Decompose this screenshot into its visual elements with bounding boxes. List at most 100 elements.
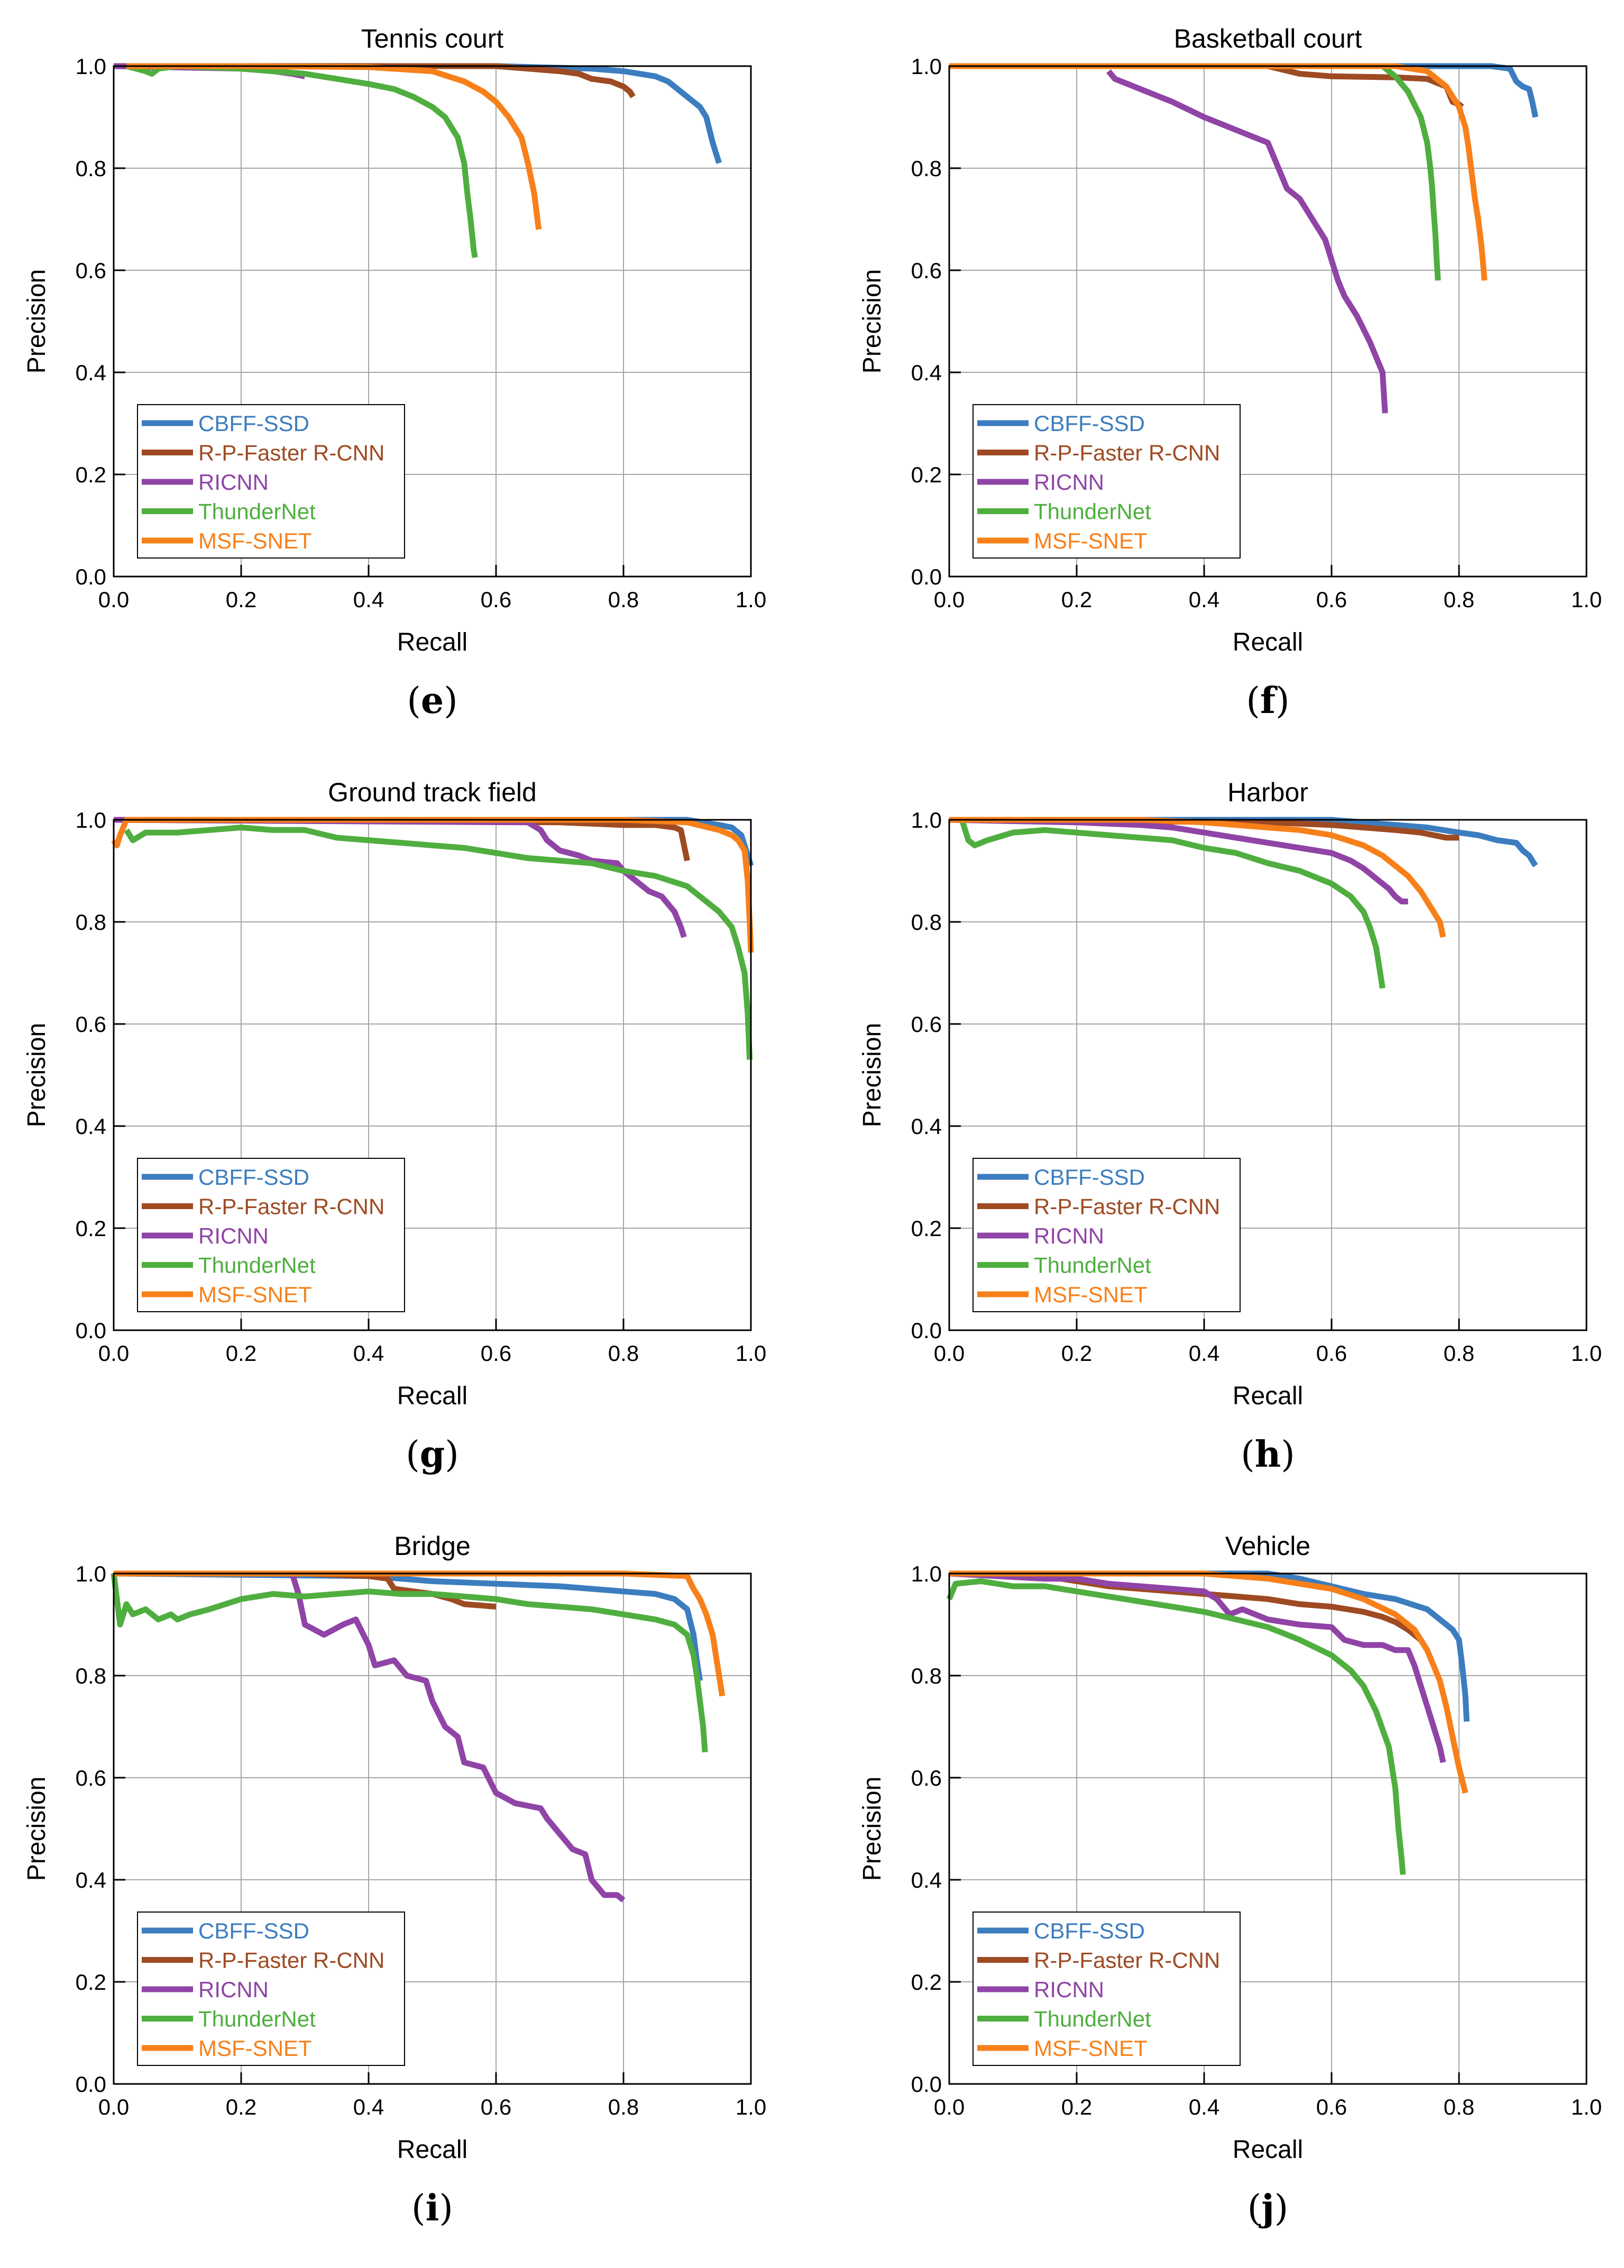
chart-panel-j: 0.0 0.2 0.4 0.6 0.8 1.0 0.0 0.2 0.4 0.6 0.8 1.0 Vehi… xyxy=(858,1531,1602,2164)
x-axis-label: Recall xyxy=(397,1382,467,1410)
x-tick-label: 1.0 xyxy=(1571,587,1602,612)
legend-label: ThunderNet xyxy=(1034,499,1151,524)
x-tick-label: 0.8 xyxy=(1444,2095,1474,2119)
chart-panel-g: 0.0 0.2 0.4 0.6 0.8 1.0 0.0 0.2 0.4 0.6 0.8 1.0 Grou… xyxy=(23,778,766,1410)
legend-label: RICNN xyxy=(198,1223,269,1248)
legend-label: MSF-SNET xyxy=(1034,2036,1148,2061)
y-tick-label: 0.2 xyxy=(911,1970,942,1995)
x-tick-label: 1.0 xyxy=(1571,2095,1602,2119)
legend-label: ThunderNet xyxy=(198,1253,316,1278)
x-tick-label: 0.4 xyxy=(353,1341,384,1366)
y-tick-label: 0.8 xyxy=(76,156,106,181)
plot-frame xyxy=(948,819,1588,1331)
y-tick-label: 0.4 xyxy=(76,1114,106,1139)
series-line-ricnn xyxy=(949,817,1408,904)
series-line-r-p-faster-r-cnn xyxy=(114,1570,497,1610)
x-tick-label: 0.2 xyxy=(1061,587,1092,612)
legend-label: ThunderNet xyxy=(198,499,316,524)
x-tick-label: 0.8 xyxy=(608,2095,639,2119)
series-line-msf-snet xyxy=(949,63,1488,281)
x-tick-label: 1.0 xyxy=(736,1341,766,1366)
x-tick-label: 0.6 xyxy=(1316,1341,1347,1366)
caption-letter: f xyxy=(1260,680,1276,722)
series-line-ricnn xyxy=(949,1570,1446,1763)
legend: CBFF-SSD R-P-Faster R-CNN RICNN ThunderNet M… xyxy=(137,1912,405,2066)
y-tick-label: 0.6 xyxy=(911,1012,942,1037)
legend-label: MSF-SNET xyxy=(1034,1282,1148,1307)
y-tick-label: 0.4 xyxy=(76,1868,106,1892)
legend: CBFF-SSD R-P-Faster R-CNN RICNN ThunderNet M… xyxy=(972,404,1241,559)
x-tick-label: 0.0 xyxy=(98,2095,129,2119)
plot-frame xyxy=(948,65,1588,578)
x-tick-label: 0.0 xyxy=(934,587,965,612)
y-axis-label: Precision xyxy=(858,1023,886,1127)
y-tick-label: 0.6 xyxy=(76,258,106,283)
x-tick-label: 0.0 xyxy=(934,1341,965,1366)
grid-lines xyxy=(949,820,1586,1330)
chart-panel-e: 0.0 0.2 0.4 0.6 0.8 1.0 0.0 0.2 0.4 0.6 0.8 1.0 Tenn… xyxy=(23,24,766,656)
y-tick-label: 0.8 xyxy=(911,156,942,181)
y-axis-label: Precision xyxy=(858,1777,886,1881)
series-line-cbff-ssd xyxy=(949,1570,1470,1722)
x-tick-label: 0.2 xyxy=(226,2095,256,2119)
series-line-thundernet xyxy=(125,63,478,258)
legend-label: ThunderNet xyxy=(1034,2007,1151,2032)
caption-paren-open: ( xyxy=(407,680,421,722)
caption-letter: i xyxy=(425,2187,439,2229)
y-tick-label: 1.0 xyxy=(911,1561,942,1586)
series-line-r-p-faster-r-cnn xyxy=(114,63,636,98)
y-tick-label: 0.2 xyxy=(76,462,106,487)
plot-frame xyxy=(113,1572,752,2085)
caption-letter: h xyxy=(1254,1433,1281,1476)
caption-paren-open: ( xyxy=(1247,2188,1262,2229)
caption-paren-close: ) xyxy=(439,2188,453,2229)
y-tick-label: 1.0 xyxy=(76,1561,106,1586)
y-tick-label: 0.0 xyxy=(911,1318,942,1343)
x-tick-label: 0.0 xyxy=(98,587,129,612)
legend-label: MSF-SNET xyxy=(198,528,312,553)
series-line-msf-snet xyxy=(126,63,542,230)
x-tick-label: 0.6 xyxy=(481,2095,511,2119)
series-line-msf-snet xyxy=(949,817,1446,938)
x-tick-label: 0.8 xyxy=(1444,587,1474,612)
chart-panel-i: 0.0 0.2 0.4 0.6 0.8 1.0 0.0 0.2 0.4 0.6 0.8 1.0 Brid… xyxy=(23,1531,766,2164)
x-tick-label: 0.0 xyxy=(934,2095,965,2119)
x-tick-label: 0.2 xyxy=(226,1341,256,1366)
caption-letter: g xyxy=(419,1433,445,1476)
legend-label: R-P-Faster R-CNN xyxy=(198,1948,384,1973)
x-tick-label: 1.0 xyxy=(736,587,766,612)
panel-caption: (f) xyxy=(1189,680,1347,722)
caption-paren-close: ) xyxy=(1274,2188,1289,2229)
x-tick-label: 0.8 xyxy=(608,587,639,612)
plot-frame xyxy=(113,65,752,578)
y-tick-label: 0.2 xyxy=(911,462,942,487)
panel-caption: (i) xyxy=(353,2187,512,2229)
caption-paren-close: ) xyxy=(1281,1434,1295,1476)
chart-title: Ground track field xyxy=(328,778,537,807)
series-line-msf-snet xyxy=(949,1570,1469,1794)
caption-paren-open: ( xyxy=(406,1434,420,1476)
legend-label: R-P-Faster R-CNN xyxy=(1034,1194,1220,1219)
series-line-thundernet xyxy=(946,1578,1406,1875)
y-tick-label: 0.6 xyxy=(911,1766,942,1790)
series-line-cbff-ssd xyxy=(949,817,1538,867)
y-tick-label: 0.8 xyxy=(911,1663,942,1688)
panel-caption: (j) xyxy=(1189,2187,1347,2229)
y-tick-label: 0.4 xyxy=(911,1868,942,1892)
y-tick-label: 0.6 xyxy=(76,1012,106,1037)
series-line-msf-snet xyxy=(114,1570,726,1697)
series-line-r-p-faster-r-cnn xyxy=(113,817,690,862)
y-tick-label: 0.0 xyxy=(76,2072,106,2097)
x-axis-label: Recall xyxy=(1233,2136,1303,2164)
legend-label: RICNN xyxy=(1034,1223,1104,1248)
series-line-cbff-ssd xyxy=(114,63,722,164)
caption-paren-close: ) xyxy=(1276,680,1290,722)
y-axis-label: Precision xyxy=(858,269,886,373)
y-tick-label: 1.0 xyxy=(76,54,106,79)
x-tick-label: 0.6 xyxy=(1316,2095,1347,2119)
y-tick-label: 1.0 xyxy=(911,54,942,79)
x-tick-label: 0.4 xyxy=(1189,587,1219,612)
y-tick-label: 0.0 xyxy=(76,564,106,589)
y-tick-label: 0.0 xyxy=(911,564,942,589)
